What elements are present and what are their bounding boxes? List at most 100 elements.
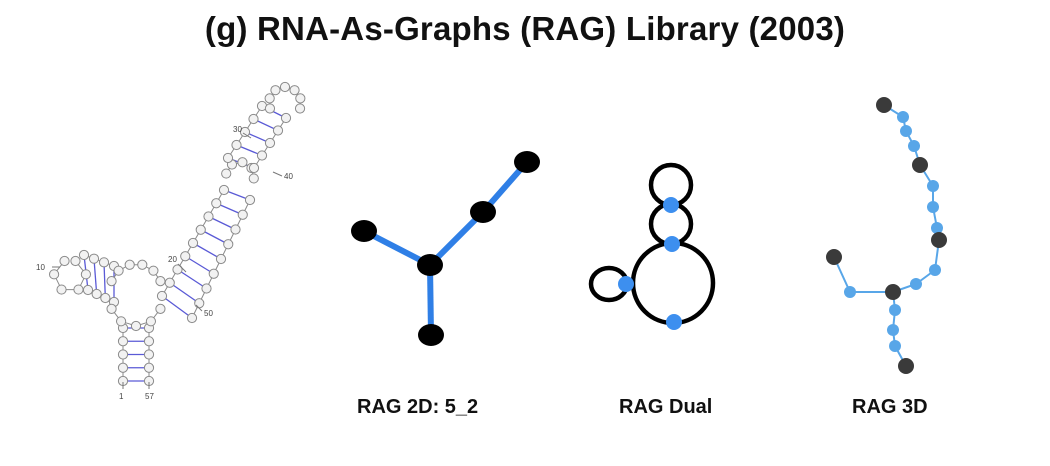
base-pair xyxy=(184,255,215,275)
nucleotide xyxy=(244,194,256,206)
nucleotide xyxy=(279,81,291,93)
rag3d-node xyxy=(844,286,856,298)
nucleotide xyxy=(239,126,251,138)
nucleotide xyxy=(208,268,219,279)
nucleotide xyxy=(155,303,166,314)
label-20: 20 xyxy=(168,255,177,264)
figure-title: (g) RNA-As-Graphs (RAG) Library (2003) xyxy=(204,10,846,47)
nucleotide-number-labels: 1 57 10 20 30 40 50 xyxy=(36,125,293,401)
rag3d-node xyxy=(889,340,901,352)
nucleotide xyxy=(70,255,81,267)
base-pair xyxy=(200,229,229,245)
nucleotide xyxy=(115,316,127,327)
rag3d-node xyxy=(889,304,901,316)
dual-vertex xyxy=(666,314,682,330)
rag-3d-graph xyxy=(826,97,947,374)
nucleotide xyxy=(231,139,242,151)
label-tick-30 xyxy=(242,132,252,139)
nucleotide xyxy=(264,137,276,149)
nucleotide xyxy=(222,152,234,164)
rag3d-node xyxy=(927,180,939,192)
rag3d-node xyxy=(887,324,899,336)
nucleotide xyxy=(117,336,129,347)
rag3d-junction-node xyxy=(912,157,928,173)
rag3d-node xyxy=(927,201,939,213)
nucleotide xyxy=(194,298,205,309)
nucleotide xyxy=(289,85,300,96)
nucleotide xyxy=(295,93,306,104)
nucleotide xyxy=(59,255,70,267)
nucleotide xyxy=(98,257,110,268)
label-10: 10 xyxy=(36,263,45,272)
tree-vertex xyxy=(470,201,496,223)
nucleotide xyxy=(56,284,67,295)
nucleotide xyxy=(156,290,168,302)
tree-vertex xyxy=(514,151,540,173)
nucleotide xyxy=(100,292,111,304)
nucleotide xyxy=(187,237,199,249)
rag3d-node xyxy=(929,264,941,276)
rag-dual-caption: RAG Dual xyxy=(619,396,713,418)
nucleotide xyxy=(221,168,232,179)
base-pair xyxy=(169,282,200,304)
nucleotide xyxy=(248,162,260,174)
base-pair xyxy=(192,242,222,260)
base-pair xyxy=(103,262,106,299)
base-pair-lines xyxy=(83,105,287,382)
nucleotide xyxy=(80,269,92,280)
nucleotide xyxy=(272,125,284,136)
nucleotide xyxy=(218,184,230,196)
nucleotide xyxy=(203,211,214,222)
nucleotide xyxy=(73,284,84,295)
label-40: 40 xyxy=(284,172,293,181)
label-tick-40 xyxy=(272,171,283,177)
dual-loop-large xyxy=(630,240,716,326)
nucleotide xyxy=(155,276,166,287)
nucleotide xyxy=(145,316,157,327)
tree-edge xyxy=(427,264,434,336)
nucleotide xyxy=(143,336,155,347)
base-pair xyxy=(161,295,193,319)
tree-vertex xyxy=(351,220,377,242)
nucleotide xyxy=(195,224,206,235)
rag3d-node xyxy=(897,111,909,123)
rag3d-node xyxy=(931,222,943,234)
nucleotide xyxy=(180,251,191,262)
rag-dual-graph xyxy=(588,162,716,330)
nucleotide xyxy=(294,103,306,114)
label-tick-50 xyxy=(195,304,203,312)
rag3d-backbone-branch xyxy=(833,256,893,293)
nucleotide xyxy=(106,276,117,287)
nucleotide xyxy=(78,249,90,261)
nucleotide-nodes xyxy=(48,81,306,387)
nucleotide xyxy=(248,113,259,125)
secondary-structure-diagram: 1 57 10 20 30 40 50 xyxy=(36,81,306,401)
nucleotide xyxy=(237,157,248,168)
tree-edge xyxy=(427,209,486,268)
label-50: 50 xyxy=(204,309,213,318)
rag3d-junction-node xyxy=(826,249,842,265)
base-pair xyxy=(93,258,98,295)
nucleotide xyxy=(172,264,183,275)
nucleotide xyxy=(117,349,129,360)
tree-vertex xyxy=(417,254,443,276)
label-57: 57 xyxy=(145,392,154,401)
nucleotide xyxy=(237,209,248,220)
label-1: 1 xyxy=(119,392,124,401)
dual-vertex xyxy=(663,197,679,213)
rag3d-node xyxy=(908,140,920,152)
nucleotide xyxy=(137,259,148,270)
rag-3d-caption: RAG 3D xyxy=(852,396,928,418)
nucleotide xyxy=(164,277,175,288)
nucleotide xyxy=(82,284,94,296)
nucleotide xyxy=(143,349,155,360)
nucleotide xyxy=(148,265,159,276)
nucleotide xyxy=(117,362,129,373)
rag3d-junction-node xyxy=(876,97,892,113)
nucleotide xyxy=(230,224,241,235)
nucleotide xyxy=(264,103,276,114)
base-pair xyxy=(177,268,207,290)
nucleotide xyxy=(248,173,259,184)
nucleotide xyxy=(113,265,124,276)
backbone-lines xyxy=(53,86,301,381)
